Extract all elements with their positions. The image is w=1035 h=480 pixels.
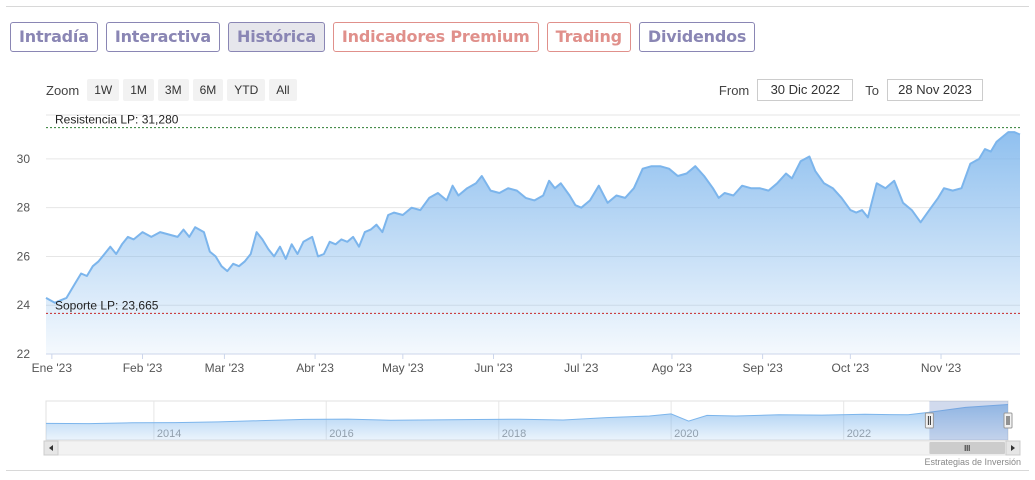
handle-box[interactable] <box>1003 412 1013 429</box>
handle-box[interactable] <box>924 412 934 429</box>
date-range-selector: From 30 Dic 2022 To 28 Nov 2023 <box>719 79 983 101</box>
tab-interactiva[interactable]: Interactiva <box>105 22 221 52</box>
navigator-area <box>46 404 1008 440</box>
tab-histórica[interactable]: Histórica <box>228 22 325 52</box>
reference-line-label: Resistencia LP: 31,280 <box>55 113 179 127</box>
x-tick-label: Nov '23 <box>921 361 962 375</box>
x-tick-label: May '23 <box>382 361 424 375</box>
zoom-1w-button[interactable]: 1W <box>87 79 120 101</box>
zoom-ytd-button[interactable]: YTD <box>227 79 266 101</box>
navigator-handle-left[interactable] <box>924 412 934 429</box>
y-tick-label: 28 <box>17 201 31 215</box>
navigator-selection[interactable] <box>929 401 1008 440</box>
arrow-left-icon <box>49 445 53 451</box>
x-tick-label: Ene '23 <box>32 361 73 375</box>
x-tick-label: Jul '23 <box>564 361 599 375</box>
x-tick-label: Mar '23 <box>205 361 245 375</box>
x-tick-label: Oct '23 <box>832 361 870 375</box>
y-tick-label: 26 <box>17 249 31 263</box>
to-date-input[interactable]: 28 Nov 2023 <box>887 79 983 101</box>
zoom-label: Zoom <box>46 82 80 98</box>
series-area <box>45 131 1021 354</box>
top-divider <box>6 6 1029 7</box>
chart-credit: Estrategias de Inversión <box>924 457 1021 467</box>
navigator[interactable]: 20142016201820202022 <box>43 400 1021 456</box>
reference-lines: Resistencia LP: 31,280 Soporte LP: 23,665 <box>46 113 1020 314</box>
series-area-fill <box>46 132 1020 354</box>
x-tick-label: Sep '23 <box>742 361 783 375</box>
tab-dividendos[interactable]: Dividendos <box>638 22 756 52</box>
y-tick-label: 22 <box>17 347 31 361</box>
from-label: From <box>718 82 750 98</box>
tab-intradía[interactable]: Intradía <box>10 22 98 52</box>
y-tick-label: 30 <box>17 152 31 166</box>
from-date-input[interactable]: 30 Dic 2022 <box>757 79 854 101</box>
zoom-6m-button[interactable]: 6M <box>192 79 224 101</box>
x-tick-label: Jun '23 <box>474 361 513 375</box>
bottom-divider <box>6 470 1029 471</box>
zoom-3m-button[interactable]: 3M <box>157 79 189 101</box>
tab-indicadores-premium[interactable]: Indicadores Premium <box>332 22 539 52</box>
scrollbar-track[interactable] <box>43 440 1021 456</box>
x-tick-label: Ago '23 <box>652 361 693 375</box>
x-tick-label: Abr '23 <box>296 361 334 375</box>
tab-trading[interactable]: Trading <box>546 22 631 52</box>
axes: 22 24 26 28 30 Ene '23 Feb '23 Mar '23 Abr '23 Ma… <box>17 152 1020 375</box>
navigator-handle-right[interactable] <box>1003 412 1013 429</box>
y-tick-label: 24 <box>17 298 31 312</box>
reference-line-label: Soporte LP: 23,665 <box>55 298 159 312</box>
to-label: To <box>865 82 879 98</box>
x-tick-label: Feb '23 <box>123 361 163 375</box>
series-line <box>45 131 1021 304</box>
navigator-line <box>45 404 1009 425</box>
zoom-all-button[interactable]: All <box>269 79 297 101</box>
chart-tabs: Intradía Interactiva Histórica Indicadores … <box>10 22 756 52</box>
zoom-toolbar: Zoom 1W 1M 3M 6M YTD All <box>46 79 297 101</box>
arrow-right-icon <box>1011 445 1015 451</box>
zoom-1m-button[interactable]: 1M <box>123 79 154 101</box>
